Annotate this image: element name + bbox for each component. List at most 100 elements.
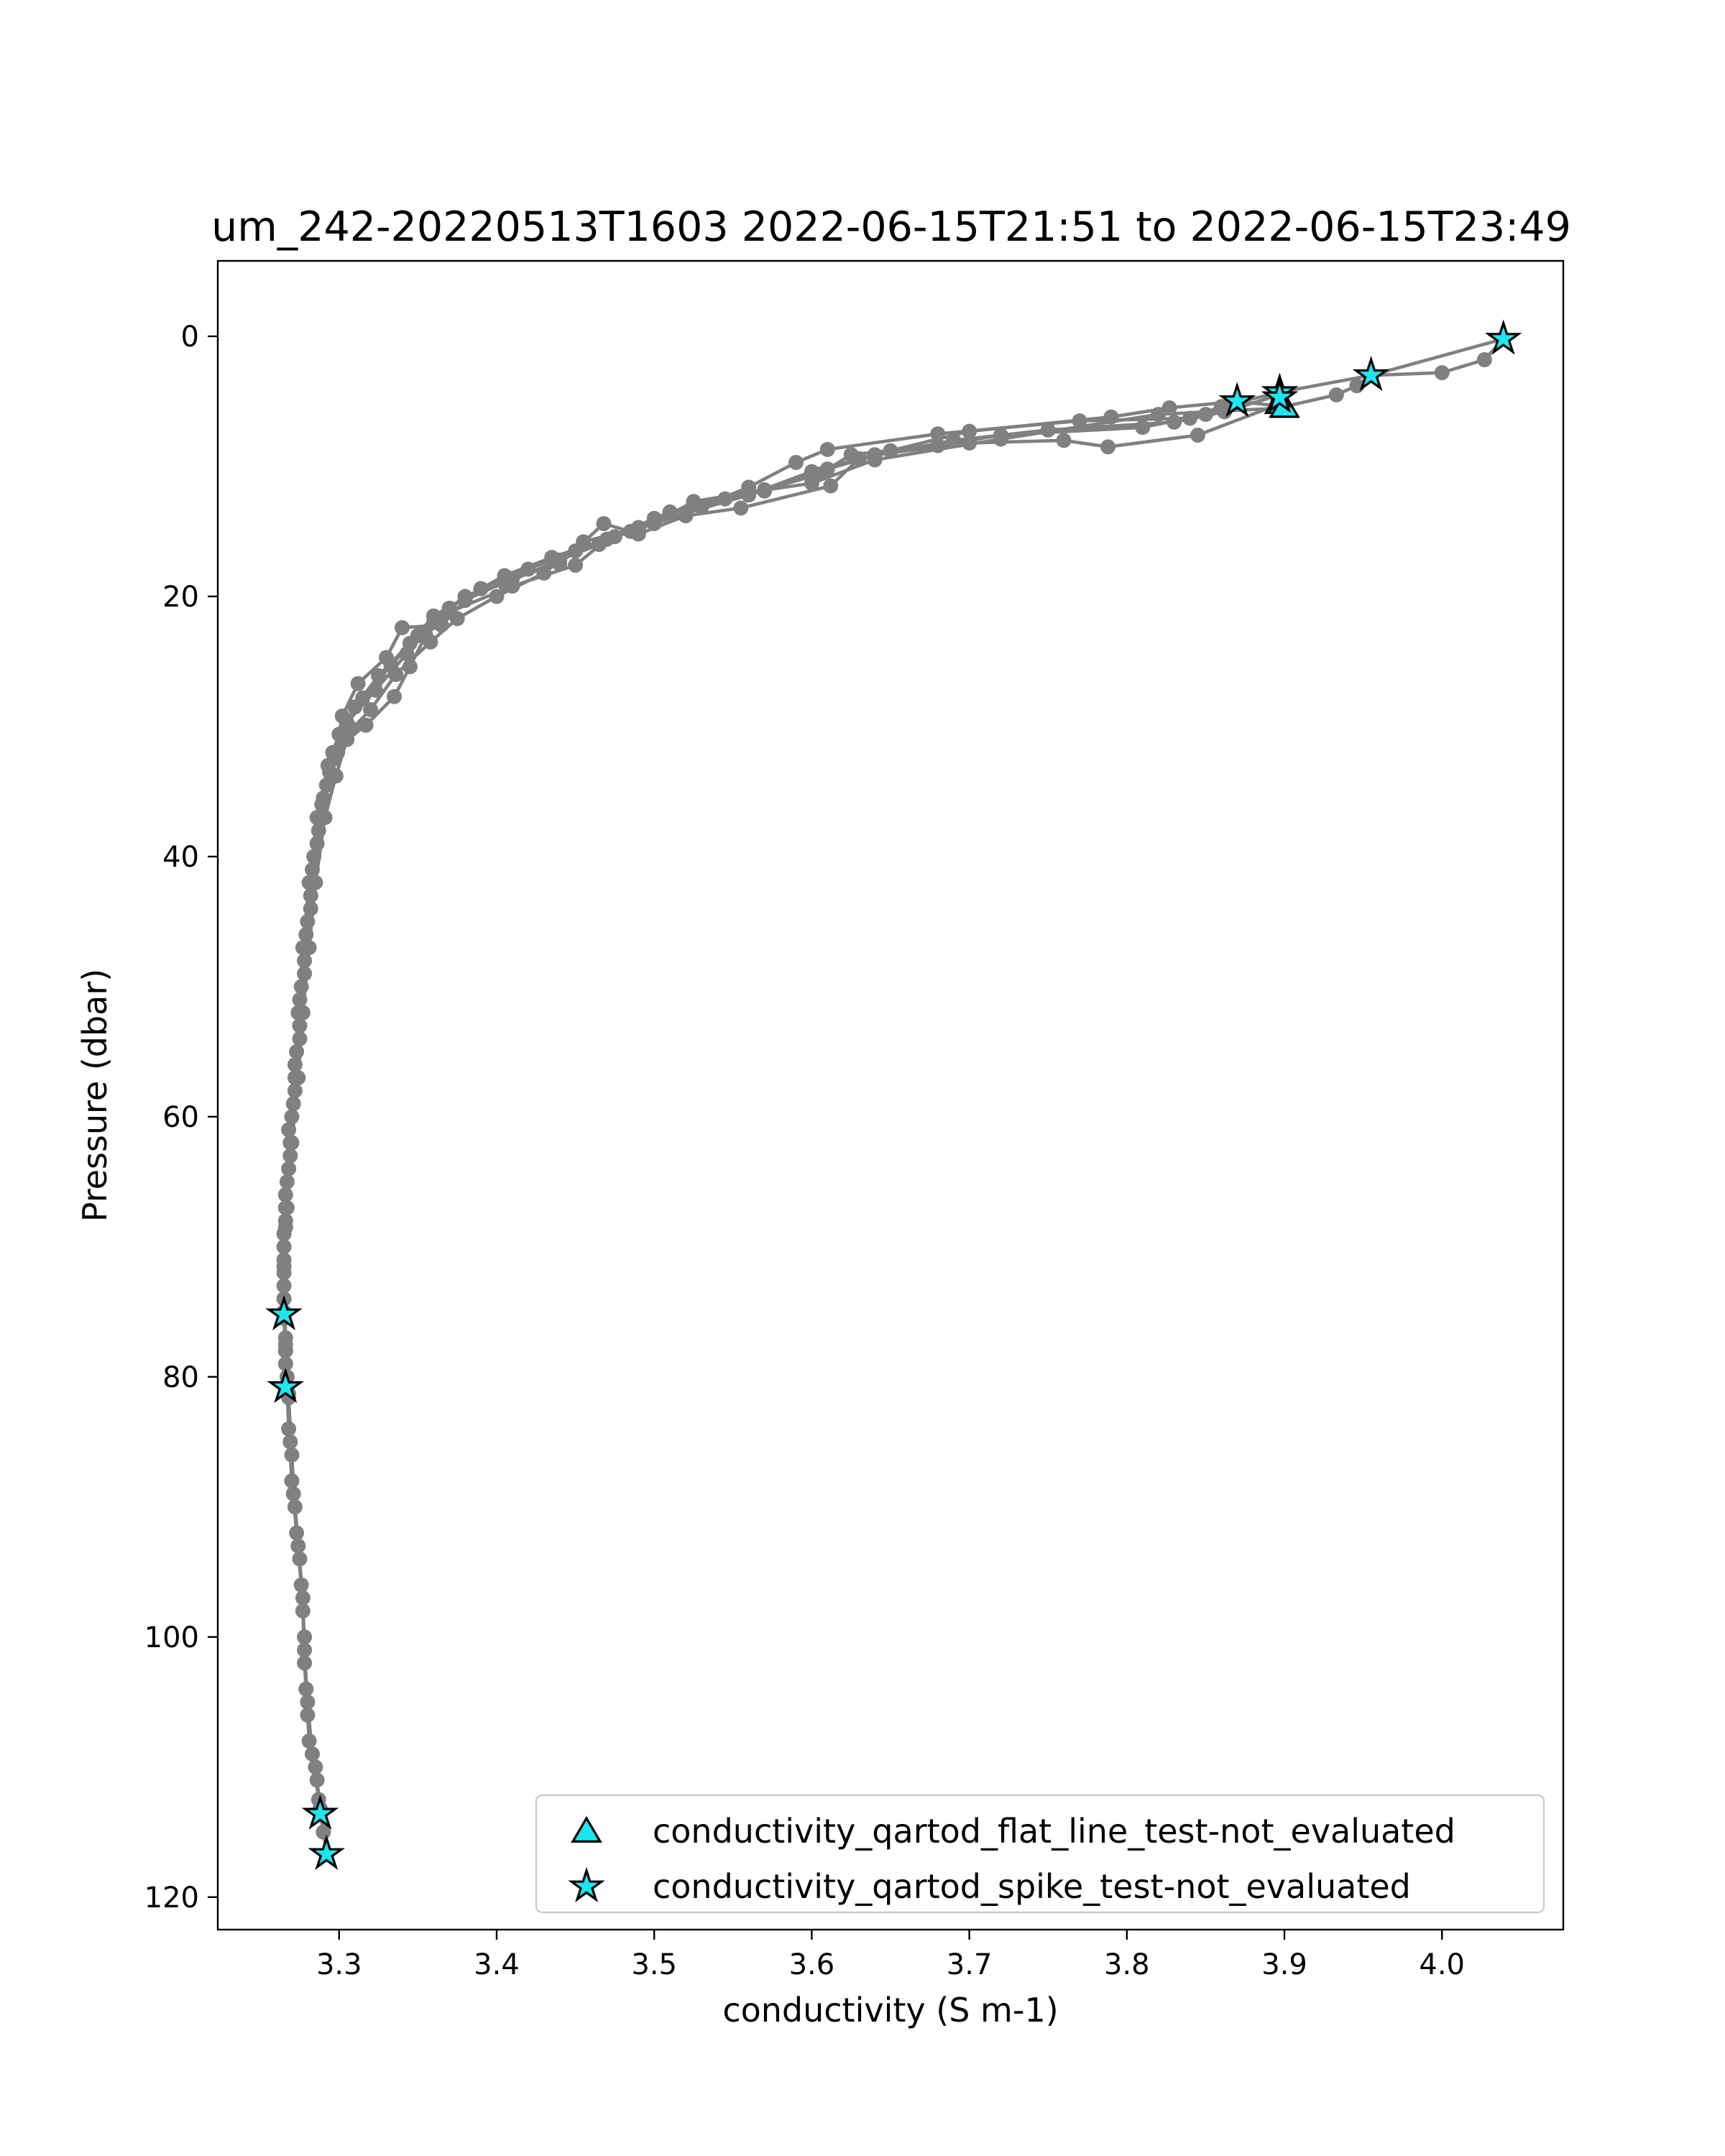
x-tick-label: 3.3 (316, 1948, 362, 1981)
profile-point (388, 667, 404, 682)
profile-point (449, 611, 465, 627)
profile-point (277, 1220, 293, 1235)
legend-star-icon (568, 1866, 605, 1902)
profile-point (363, 701, 379, 717)
profile-point (330, 745, 346, 760)
spike-test-marker (1484, 319, 1522, 355)
y-axis-ticks: 0 20 40 60 80 100 120 (144, 321, 218, 1915)
x-tick-label: 4.0 (1419, 1948, 1465, 1981)
profile-point (295, 1603, 310, 1619)
profile-point (395, 619, 410, 635)
profile-point (596, 516, 612, 532)
profile-point (290, 1070, 306, 1086)
profile-point (867, 452, 883, 468)
x-tick-label: 3.4 (474, 1948, 520, 1981)
profile-point (1476, 352, 1492, 367)
legend: conductivity_qartod_flat_line_test-not_e… (535, 1794, 1545, 1914)
spike-test-marker (265, 1294, 303, 1330)
profile-point (741, 484, 757, 500)
x-tick-label: 3.7 (947, 1948, 993, 1981)
y-tick-label: 20 (162, 581, 199, 614)
x-axis-label: conductivity (S m-1) (722, 1991, 1058, 2030)
profile-point (1190, 428, 1205, 443)
spike-test-marker (301, 1794, 339, 1830)
series-layer (276, 331, 1512, 1862)
profile-series-6 (276, 400, 1292, 1401)
legend-entry-label: conductivity_qartod_spike_test-not_evalu… (653, 1867, 1411, 1906)
profile-point (423, 634, 438, 650)
y-tick-label: 40 (162, 841, 199, 874)
profile-point (297, 966, 313, 982)
profile-point (1328, 387, 1344, 402)
spike-test-marker (1352, 356, 1390, 392)
qc-markers-star (265, 319, 1522, 1871)
profile-point (1056, 433, 1072, 448)
x-axis-ticks: 3.3 3.4 3.5 3.6 3.7 3.8 3.9 4.0 (316, 1930, 1465, 1981)
profile-point (300, 1707, 316, 1723)
y-tick-label: 60 (162, 1101, 199, 1134)
x-tick-label: 3.8 (1104, 1948, 1150, 1981)
profile-point (379, 650, 394, 665)
profile-point (804, 476, 819, 491)
profile-point (292, 1031, 308, 1046)
plot-frame (216, 259, 1565, 1931)
profile-point (350, 676, 366, 691)
profile-point (287, 1499, 303, 1515)
profile-point (646, 516, 662, 532)
marker-layer (265, 319, 1522, 1871)
profile-point (308, 1759, 323, 1775)
profile-point (316, 1824, 331, 1840)
y-axis-label: Pressure (dbar) (75, 969, 114, 1222)
profile-point (993, 431, 1008, 447)
profile-point (686, 494, 702, 510)
profile-point (355, 690, 371, 706)
y-tick-label: 100 (144, 1621, 199, 1654)
profile-point (284, 1447, 300, 1462)
profile-point (1100, 439, 1116, 455)
profile-point (568, 558, 584, 573)
profile-point (292, 1551, 308, 1567)
spike-test-marker (1218, 382, 1256, 418)
legend-entry-label: conductivity_qartod_flat_line_test-not_e… (653, 1812, 1455, 1851)
profile-point (309, 836, 325, 852)
profile-point (297, 1655, 313, 1671)
spike-test-marker (1261, 377, 1299, 413)
profile-point (277, 1337, 293, 1353)
profile-point (1151, 407, 1167, 423)
profile-point (489, 589, 505, 604)
profile-point (819, 441, 835, 457)
profile-point (962, 423, 978, 439)
spike-test-marker (308, 1834, 346, 1871)
profile-point (303, 900, 318, 916)
profile-point (576, 534, 592, 550)
profile-point (1167, 414, 1182, 430)
profile-point (823, 478, 839, 494)
profile-point (387, 688, 402, 704)
legend-box (535, 1794, 1545, 1914)
profile-point (358, 717, 374, 733)
profile-line (282, 406, 1285, 1394)
profile-point (308, 875, 323, 890)
y-tick-label: 0 (181, 321, 199, 354)
profile-point (788, 455, 804, 470)
profile-point (536, 565, 552, 581)
profile-point (733, 500, 749, 516)
y-tick-label: 80 (162, 1361, 199, 1394)
chart-title: um_242-20220513T1603 2022-06-15T21:51 to… (211, 203, 1571, 251)
x-tick-label: 3.6 (789, 1948, 835, 1981)
profile-point (334, 708, 350, 724)
spike-test-marker (267, 1368, 305, 1404)
x-tick-label: 3.9 (1261, 1948, 1307, 1981)
profile-point (1162, 400, 1177, 415)
profile-point (1434, 365, 1450, 381)
y-tick-label: 120 (144, 1881, 199, 1915)
profile-point (344, 722, 359, 737)
legend-triangle-icon (571, 1815, 602, 1843)
profile-point (281, 1161, 297, 1176)
profile-point (1135, 420, 1151, 436)
x-tick-label: 3.5 (631, 1948, 677, 1981)
profile-point (285, 1096, 301, 1112)
profile-point (301, 940, 317, 956)
profile-point (804, 464, 819, 479)
